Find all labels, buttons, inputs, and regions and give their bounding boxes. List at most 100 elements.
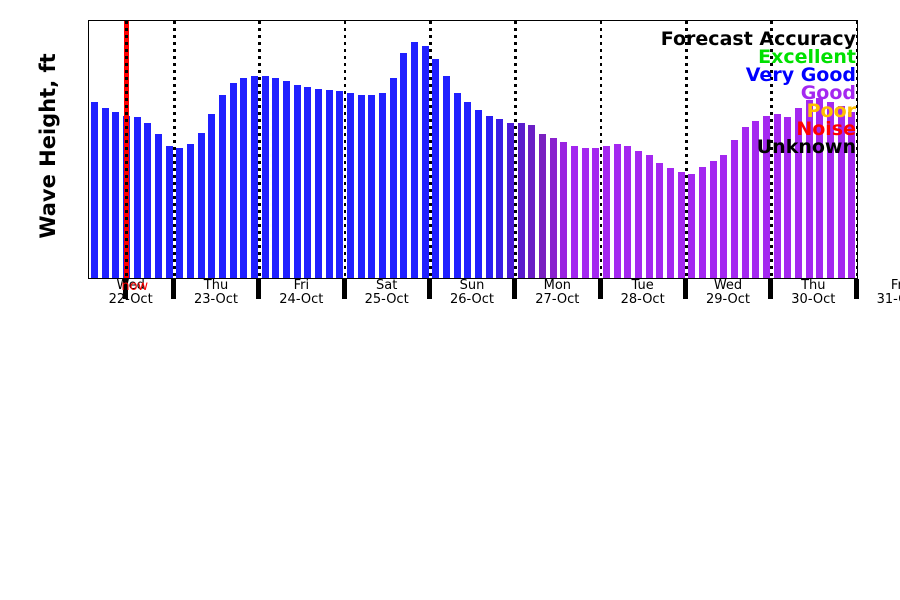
bar bbox=[752, 121, 760, 278]
bar bbox=[240, 77, 248, 278]
bar bbox=[453, 92, 461, 278]
day-divider-line bbox=[855, 21, 857, 278]
bar bbox=[560, 141, 568, 278]
y-axis-title: Wave Height, ft bbox=[36, 53, 60, 239]
day-divider-line bbox=[599, 21, 603, 278]
x-axis-date: 26-Oct bbox=[449, 292, 495, 308]
bar bbox=[570, 145, 578, 278]
bar bbox=[357, 94, 365, 278]
bar bbox=[837, 106, 845, 278]
bar bbox=[464, 102, 472, 278]
legend-item-unknown: Unknown bbox=[756, 136, 856, 158]
x-axis-date: 25-Oct bbox=[364, 292, 409, 308]
x-axis-day-label: Wed 29-Oct bbox=[678, 278, 778, 308]
x-axis-date: 22-Oct bbox=[108, 292, 153, 308]
x-axis-day-of-week: Sun bbox=[459, 278, 485, 293]
bar bbox=[144, 123, 152, 278]
bar bbox=[794, 107, 802, 278]
bar bbox=[624, 145, 632, 278]
bar bbox=[378, 92, 386, 278]
legend-item-excellent: Excellent bbox=[758, 46, 856, 68]
x-axis-day-label: Thu 30-Oct bbox=[763, 278, 863, 308]
legend-item-poor: Poor bbox=[806, 100, 856, 122]
bar bbox=[368, 94, 376, 278]
bar bbox=[730, 140, 738, 278]
bar bbox=[677, 172, 685, 278]
x-axis-day-label: Sun 26-Oct bbox=[422, 278, 522, 308]
bar bbox=[666, 168, 674, 278]
bar bbox=[485, 115, 493, 278]
x-axis-date: 30-Oct bbox=[791, 292, 836, 308]
x-axis-date: 31-Oct bbox=[876, 292, 900, 308]
bar bbox=[826, 102, 834, 278]
bar bbox=[805, 100, 813, 278]
bar bbox=[197, 132, 205, 278]
bar bbox=[389, 77, 397, 278]
bar bbox=[538, 134, 546, 278]
day-divider-line bbox=[429, 21, 432, 278]
x-axis-day-of-week: Fri bbox=[890, 278, 900, 293]
bar bbox=[816, 98, 824, 278]
x-axis-day-label: Thu 23-Oct bbox=[166, 278, 266, 308]
bar bbox=[154, 134, 162, 278]
x-axis-day-label: Mon 27-Oct bbox=[507, 278, 607, 307]
x-axis-day-tick bbox=[426, 279, 432, 299]
bar bbox=[549, 138, 557, 278]
day-divider-line bbox=[514, 21, 517, 278]
bar bbox=[634, 151, 642, 278]
bar bbox=[112, 111, 120, 278]
x-axis-day-tick bbox=[768, 279, 774, 299]
x-axis-day-tick bbox=[341, 279, 347, 299]
bar bbox=[698, 166, 706, 278]
bar bbox=[592, 147, 600, 278]
now-axis-tick bbox=[122, 279, 128, 299]
bar bbox=[336, 90, 344, 278]
plot-area bbox=[88, 20, 858, 279]
bar bbox=[229, 83, 237, 278]
bar bbox=[314, 89, 322, 278]
x-axis-day-of-week: Thu bbox=[203, 278, 229, 293]
legend-item-noise: Noise bbox=[796, 118, 856, 140]
bar bbox=[325, 89, 333, 278]
bar bbox=[282, 81, 290, 278]
bar bbox=[474, 109, 482, 278]
bar bbox=[293, 85, 301, 278]
x-axis-day-tick bbox=[853, 279, 859, 299]
x-axis-day-tick bbox=[597, 279, 603, 299]
day-divider-line bbox=[685, 21, 688, 278]
bar bbox=[133, 117, 141, 278]
x-axis-day-tick bbox=[682, 279, 688, 299]
legend-title: Forecast Accuracy bbox=[660, 28, 856, 50]
bar bbox=[741, 126, 749, 278]
bar bbox=[218, 94, 226, 278]
bar bbox=[432, 58, 440, 278]
x-axis-day-label: Tue 28-Oct bbox=[593, 278, 693, 308]
bar bbox=[442, 75, 450, 278]
x-axis-day-label: Sat 25-Oct bbox=[337, 278, 437, 308]
bar bbox=[709, 160, 717, 278]
bar bbox=[602, 145, 610, 278]
bar bbox=[101, 107, 109, 278]
x-axis-day-label: Fri31-Oct bbox=[849, 278, 900, 308]
x-axis-day-of-week: Tue bbox=[631, 278, 654, 293]
bar bbox=[421, 45, 429, 278]
bar bbox=[90, 102, 98, 278]
x-axis-day-of-week: Mon bbox=[543, 278, 572, 293]
bar bbox=[400, 53, 408, 278]
bar bbox=[528, 124, 536, 278]
x-axis-day-tick bbox=[256, 279, 262, 299]
bar bbox=[272, 77, 280, 278]
bar bbox=[848, 111, 856, 278]
x-axis-date: 29-Oct bbox=[705, 292, 751, 308]
x-axis-date: 23-Oct bbox=[193, 292, 239, 308]
bar bbox=[165, 145, 173, 278]
bar bbox=[176, 147, 184, 278]
bar bbox=[304, 87, 312, 278]
x-axis-date: 28-Oct bbox=[620, 292, 665, 308]
bar bbox=[506, 123, 514, 278]
x-axis-day-tick bbox=[170, 279, 176, 299]
legend-item-good: Good bbox=[800, 82, 856, 104]
x-axis-day-label: Fri 24-Oct bbox=[251, 278, 351, 307]
x-axis-day-of-week: Wed bbox=[713, 278, 743, 293]
